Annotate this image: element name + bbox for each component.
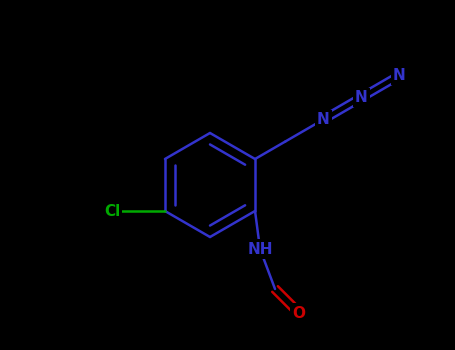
Text: N: N	[355, 90, 368, 105]
Text: Cl: Cl	[104, 203, 120, 218]
Text: NH: NH	[247, 241, 273, 257]
Text: O: O	[293, 306, 306, 321]
Text: N: N	[317, 112, 330, 127]
Text: N: N	[393, 68, 406, 83]
